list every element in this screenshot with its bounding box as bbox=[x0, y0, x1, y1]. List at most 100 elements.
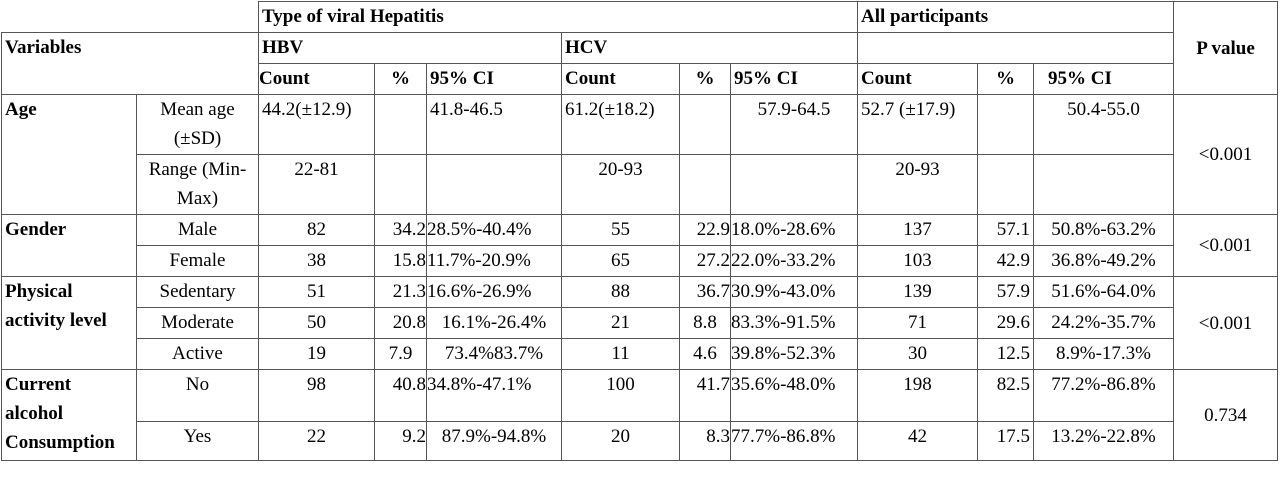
cell-value: 29.6 bbox=[977, 307, 1034, 339]
cell-value: 83.3%-91.5% bbox=[730, 307, 858, 339]
cell-value: 20-93 bbox=[857, 154, 978, 215]
group-label-gender: Gender bbox=[1, 214, 137, 277]
cell-value: 57.9-64.5 bbox=[730, 94, 858, 155]
cell-value: 50.8%-63.2% bbox=[1033, 214, 1174, 246]
cell-value: 198 bbox=[857, 369, 978, 422]
row-label-mean-age: Mean age (±SD) bbox=[136, 94, 259, 155]
header-hbv-ci: 95% CI bbox=[426, 63, 562, 95]
header-all-blank bbox=[857, 32, 1174, 64]
cell-value: 16.1%-26.4% bbox=[426, 307, 562, 339]
header-variables: Variables bbox=[1, 32, 259, 95]
row-label-female: Female bbox=[136, 245, 259, 277]
cell-value: 8.8 bbox=[679, 307, 731, 339]
cell-value: 22-81 bbox=[258, 154, 375, 215]
cell-value: 12.5 bbox=[977, 338, 1034, 370]
cell-value: 34.8%-47.1% bbox=[426, 369, 562, 422]
group-label-physical-activity: Physical activity level bbox=[1, 276, 137, 370]
cell-value: 77.7%-86.8% bbox=[730, 421, 858, 461]
cell-value: 42.9 bbox=[977, 245, 1034, 277]
cell-value: 71 bbox=[857, 307, 978, 339]
header-all-participants: All participants bbox=[857, 1, 1174, 33]
header-hbv-count: Count bbox=[258, 63, 375, 95]
header-all-count: Count bbox=[857, 63, 978, 95]
cell-value: 20 bbox=[561, 421, 680, 461]
header-type-of-viral-hepatitis: Type of viral Hepatitis bbox=[258, 1, 858, 33]
cell-value: 44.2(±12.9) bbox=[258, 94, 375, 155]
cell-value: 19 bbox=[258, 338, 375, 370]
cell-value: 17.5 bbox=[977, 421, 1034, 461]
cell-value bbox=[374, 94, 427, 155]
cell-value: 98 bbox=[258, 369, 375, 422]
cell-value: 27.2 bbox=[679, 245, 731, 277]
cell-value: 50 bbox=[258, 307, 375, 339]
cell-value: 57.9 bbox=[977, 276, 1034, 308]
header-hcv-percent: % bbox=[679, 63, 731, 95]
row-label-moderate: Moderate bbox=[136, 307, 259, 339]
hepatitis-table: Type of viral Hepatitis All participants… bbox=[1, 1, 1278, 461]
cell-empty bbox=[1033, 154, 1174, 215]
cell-value: 51 bbox=[258, 276, 375, 308]
cell-value: 82.5 bbox=[977, 369, 1034, 422]
cell-value: 20.8 bbox=[374, 307, 427, 339]
cell-value: 38 bbox=[258, 245, 375, 277]
group-label-alcohol: Current alcohol Consumption bbox=[1, 369, 137, 461]
cell-value: 22.9 bbox=[679, 214, 731, 246]
cell-empty bbox=[730, 154, 858, 215]
cell-value: 103 bbox=[857, 245, 978, 277]
cell-value: 42 bbox=[857, 421, 978, 461]
cell-value: 16.6%-26.9% bbox=[426, 276, 562, 308]
cell-value: 34.2 bbox=[374, 214, 427, 246]
cell-value: 30 bbox=[857, 338, 978, 370]
cell-value: 55 bbox=[561, 214, 680, 246]
cell-empty bbox=[679, 154, 731, 215]
cell-value: 21 bbox=[561, 307, 680, 339]
cell-value: 88 bbox=[561, 276, 680, 308]
cell-value: 82 bbox=[258, 214, 375, 246]
header-blank-cell bbox=[1, 1, 259, 33]
cell-value: 36.7 bbox=[679, 276, 731, 308]
cell-value: 30.9%-43.0% bbox=[730, 276, 858, 308]
cell-value: 13.2%-22.8% bbox=[1033, 421, 1174, 461]
row-label-alcohol-no: No bbox=[136, 369, 259, 422]
header-hbv: HBV bbox=[258, 32, 562, 64]
cell-value: 73.4%83.7% bbox=[426, 338, 562, 370]
cell-value: 21.3 bbox=[374, 276, 427, 308]
cell-value: 39.8%-52.3% bbox=[730, 338, 858, 370]
cell-value: 7.9 bbox=[374, 338, 427, 370]
header-hcv-count: Count bbox=[561, 63, 680, 95]
cell-value: 35.6%-48.0% bbox=[730, 369, 858, 422]
header-p-value: P value bbox=[1173, 1, 1278, 95]
cell-empty bbox=[426, 154, 562, 215]
cell-value: 100 bbox=[561, 369, 680, 422]
cell-value: 36.8%-49.2% bbox=[1033, 245, 1174, 277]
cell-value: 20-93 bbox=[561, 154, 680, 215]
cell-value: 11 bbox=[561, 338, 680, 370]
cell-value: 28.5%-40.4% bbox=[426, 214, 562, 246]
cell-value: 8.9%-17.3% bbox=[1033, 338, 1174, 370]
header-hcv-ci: 95% CI bbox=[730, 63, 858, 95]
group-label-age: Age bbox=[1, 94, 137, 215]
p-value-gender: <0.001 bbox=[1173, 214, 1278, 277]
cell-value: 61.2(±18.2) bbox=[561, 94, 680, 155]
cell-value: 41.8-46.5 bbox=[426, 94, 562, 155]
cell-value bbox=[679, 94, 731, 155]
cell-value: 24.2%-35.7% bbox=[1033, 307, 1174, 339]
row-label-male: Male bbox=[136, 214, 259, 246]
cell-value: 40.8 bbox=[374, 369, 427, 422]
p-value-alcohol: 0.734 bbox=[1173, 369, 1278, 461]
cell-value: 8.3 bbox=[679, 421, 731, 461]
cell-value bbox=[977, 94, 1034, 155]
cell-value: 51.6%-64.0% bbox=[1033, 276, 1174, 308]
cell-value: 41.7 bbox=[679, 369, 731, 422]
header-hcv: HCV bbox=[561, 32, 858, 64]
cell-value: 65 bbox=[561, 245, 680, 277]
cell-value: 52.7 (±17.9) bbox=[857, 94, 978, 155]
row-label-alcohol-yes: Yes bbox=[136, 421, 259, 461]
header-all-percent: % bbox=[977, 63, 1034, 95]
cell-empty bbox=[977, 154, 1034, 215]
cell-value: 22.0%-33.2% bbox=[730, 245, 858, 277]
cell-value: 77.2%-86.8% bbox=[1033, 369, 1174, 422]
cell-value: 57.1 bbox=[977, 214, 1034, 246]
cell-value: 18.0%-28.6% bbox=[730, 214, 858, 246]
cell-value: 22 bbox=[258, 421, 375, 461]
